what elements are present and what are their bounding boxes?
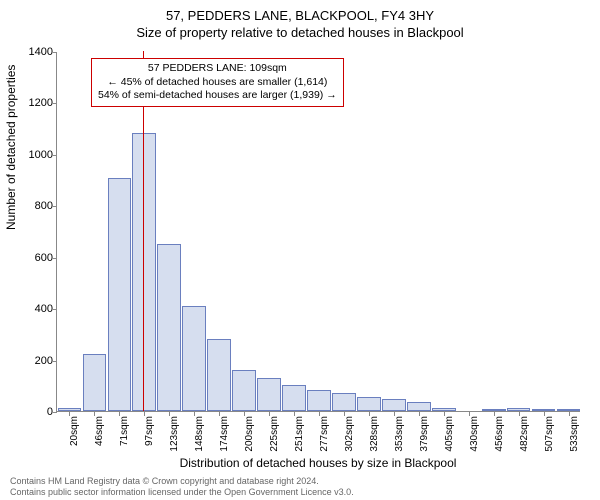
histogram-bar (108, 178, 132, 411)
xtick-label: 328sqm (369, 416, 380, 456)
xtick-label: 405sqm (444, 416, 455, 456)
footer-line1: Contains HM Land Registry data © Crown c… (10, 476, 354, 487)
xtick-label: 225sqm (269, 416, 280, 456)
ytick-mark (53, 206, 57, 207)
histogram-bar (332, 393, 356, 411)
histogram-bar (58, 408, 82, 411)
annotation-line2: ← 45% of detached houses are smaller (1,… (98, 76, 337, 90)
histogram-bar (207, 339, 231, 411)
histogram-bar (282, 385, 306, 411)
xtick-label: 97sqm (144, 416, 155, 456)
ytick-mark (53, 361, 57, 362)
histogram-bar (532, 409, 556, 411)
xtick-label: 277sqm (319, 416, 330, 456)
histogram-bar (83, 354, 107, 411)
xtick-label: 251sqm (294, 416, 305, 456)
histogram-bar (232, 370, 256, 411)
ytick-label: 600 (17, 252, 53, 264)
ytick-label: 400 (17, 303, 53, 315)
ytick-mark (53, 412, 57, 413)
chart-subtitle: Size of property relative to detached ho… (0, 25, 600, 40)
footer-attribution: Contains HM Land Registry data © Crown c… (10, 476, 354, 498)
ytick-label: 200 (17, 355, 53, 367)
ytick-label: 0 (17, 406, 53, 418)
ytick-label: 800 (17, 200, 53, 212)
annotation-line1: 57 PEDDERS LANE: 109sqm (98, 62, 337, 76)
histogram-bar (157, 244, 181, 411)
histogram-bar (557, 409, 581, 411)
histogram-bar (407, 402, 431, 411)
xtick-label: 123sqm (169, 416, 180, 456)
histogram-bar (382, 399, 406, 411)
xtick-label: 482sqm (519, 416, 530, 456)
histogram-bar (357, 397, 381, 411)
xtick-label: 533sqm (569, 416, 580, 456)
xtick-label: 71sqm (119, 416, 130, 456)
ytick-label: 1400 (17, 46, 53, 58)
chart-plot-area: 0200400600800100012001400 20sqm46sqm71sq… (56, 52, 580, 412)
xtick-label: 148sqm (194, 416, 205, 456)
x-axis-label: Distribution of detached houses by size … (56, 456, 580, 470)
xtick-label: 174sqm (219, 416, 230, 456)
chart-title: 57, PEDDERS LANE, BLACKPOOL, FY4 3HY (0, 8, 600, 23)
ytick-mark (53, 258, 57, 259)
ytick-mark (53, 309, 57, 310)
xtick-label: 456sqm (494, 416, 505, 456)
ytick-mark (53, 52, 57, 53)
histogram-bar (182, 306, 206, 411)
footer-line2: Contains public sector information licen… (10, 487, 354, 498)
ytick-label: 1200 (17, 97, 53, 109)
y-axis-label: Number of detached properties (4, 65, 18, 230)
xtick-label: 507sqm (544, 416, 555, 456)
ytick-mark (53, 155, 57, 156)
xtick-label: 20sqm (69, 416, 80, 456)
ytick-label: 1000 (17, 149, 53, 161)
xtick-label: 430sqm (469, 416, 480, 456)
xtick-label: 379sqm (419, 416, 430, 456)
histogram-bar (507, 408, 531, 411)
xtick-label: 46sqm (94, 416, 105, 456)
histogram-bar (482, 409, 506, 411)
annotation-line3: 54% of semi-detached houses are larger (… (98, 89, 337, 103)
xtick-label: 353sqm (394, 416, 405, 456)
histogram-bar (432, 408, 456, 411)
annotation-box: 57 PEDDERS LANE: 109sqm← 45% of detached… (91, 58, 344, 107)
xtick-label: 302sqm (344, 416, 355, 456)
histogram-bar (307, 390, 331, 411)
histogram-bar (257, 378, 281, 411)
ytick-mark (53, 103, 57, 104)
xtick-label: 200sqm (244, 416, 255, 456)
